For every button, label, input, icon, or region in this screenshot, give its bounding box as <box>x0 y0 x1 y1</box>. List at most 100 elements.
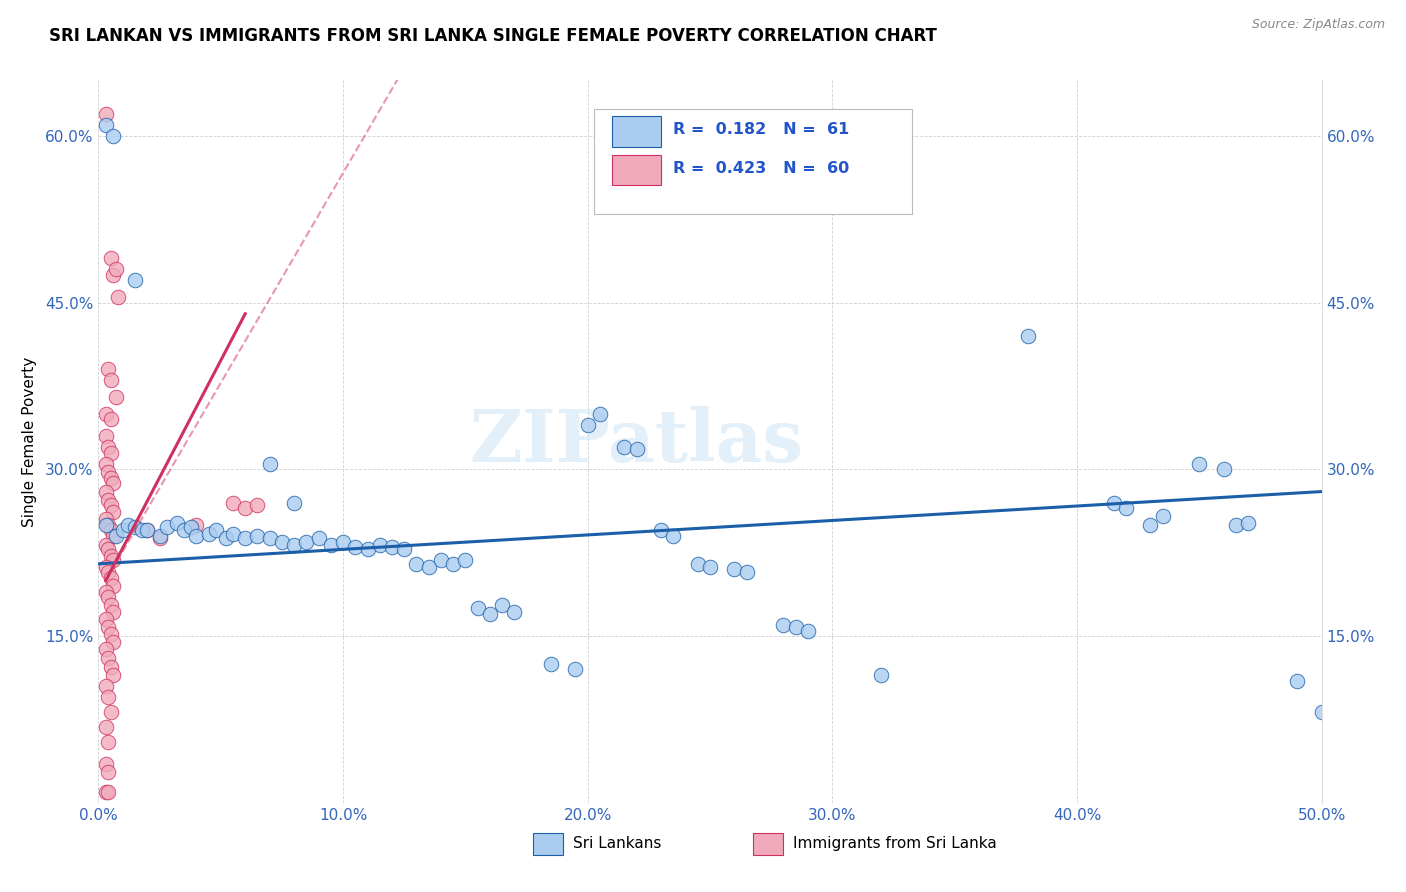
Point <box>97 734 120 748</box>
Point <box>1225 517 1247 532</box>
Point <box>626 442 648 457</box>
Point <box>173 524 195 538</box>
Y-axis label: Single Female Poverty: Single Female Poverty <box>21 357 37 526</box>
Point <box>650 524 672 538</box>
Point <box>772 618 794 632</box>
Point <box>97 440 120 454</box>
Point <box>308 531 330 545</box>
Point <box>222 496 245 510</box>
Point <box>870 668 893 682</box>
Point <box>124 273 146 287</box>
Point <box>104 390 127 404</box>
Point <box>101 668 124 682</box>
Point <box>101 505 124 519</box>
Point <box>392 542 416 557</box>
Point <box>283 496 305 510</box>
Point <box>564 662 586 676</box>
Point <box>295 534 318 549</box>
Point <box>100 524 122 538</box>
Point <box>368 538 391 552</box>
Point <box>430 553 453 567</box>
Point <box>576 417 599 432</box>
Point <box>214 531 236 545</box>
Point <box>1017 329 1039 343</box>
Point <box>149 531 172 545</box>
Point <box>101 634 124 648</box>
Point <box>97 690 120 705</box>
Text: Immigrants from Sri Lanka: Immigrants from Sri Lanka <box>793 837 997 852</box>
Point <box>259 457 281 471</box>
Point <box>205 524 228 538</box>
Point <box>156 520 179 534</box>
Point <box>97 465 120 479</box>
Point <box>107 290 129 304</box>
Point <box>94 106 117 120</box>
Point <box>94 118 117 132</box>
Point <box>100 660 122 674</box>
Point <box>259 531 281 545</box>
Point <box>100 373 122 387</box>
Text: Sri Lankans: Sri Lankans <box>574 837 661 852</box>
Point <box>454 553 477 567</box>
Point <box>94 407 117 421</box>
Point <box>100 598 122 612</box>
Point <box>94 612 117 626</box>
Point <box>97 785 120 799</box>
Text: Source: ZipAtlas.com: Source: ZipAtlas.com <box>1251 18 1385 31</box>
Point <box>136 524 159 538</box>
Point <box>1310 705 1333 719</box>
Point <box>1102 496 1125 510</box>
Point <box>1286 673 1309 688</box>
Point <box>117 517 139 532</box>
Point <box>233 501 256 516</box>
Point <box>1212 462 1234 476</box>
Bar <box>752 833 783 855</box>
Point <box>478 607 501 621</box>
Point <box>186 529 208 543</box>
Point <box>723 562 745 576</box>
Point <box>381 540 404 554</box>
Text: R =  0.423   N =  60: R = 0.423 N = 60 <box>673 161 849 176</box>
Point <box>104 529 127 543</box>
Point <box>100 571 122 585</box>
Point <box>405 557 427 571</box>
Point <box>166 516 188 530</box>
Point <box>100 471 122 485</box>
Point <box>186 517 208 532</box>
Point <box>101 475 124 490</box>
Point <box>100 627 122 641</box>
Point <box>124 520 146 534</box>
Bar <box>533 833 564 855</box>
FancyBboxPatch shape <box>593 109 912 214</box>
Point <box>356 542 378 557</box>
Point <box>97 517 120 532</box>
Point <box>94 560 117 574</box>
Point <box>101 605 124 619</box>
Point <box>94 679 117 693</box>
Point <box>246 498 269 512</box>
Point <box>332 534 354 549</box>
Point <box>101 128 124 143</box>
Point <box>149 529 172 543</box>
Point <box>589 407 612 421</box>
Point <box>246 529 269 543</box>
Point <box>131 524 153 538</box>
Point <box>94 642 117 657</box>
Point <box>503 605 526 619</box>
Point <box>197 526 219 541</box>
Point <box>540 657 562 671</box>
Point <box>222 526 245 541</box>
Point <box>686 557 709 571</box>
Point <box>97 362 120 376</box>
Point <box>785 620 807 634</box>
Point <box>111 524 134 538</box>
Point <box>101 268 124 282</box>
Point <box>94 538 117 552</box>
Point <box>101 579 124 593</box>
Point <box>97 493 120 508</box>
Point <box>100 445 122 459</box>
Bar <box>612 154 661 185</box>
Point <box>283 538 305 552</box>
Point <box>94 429 117 443</box>
Point <box>418 560 440 574</box>
